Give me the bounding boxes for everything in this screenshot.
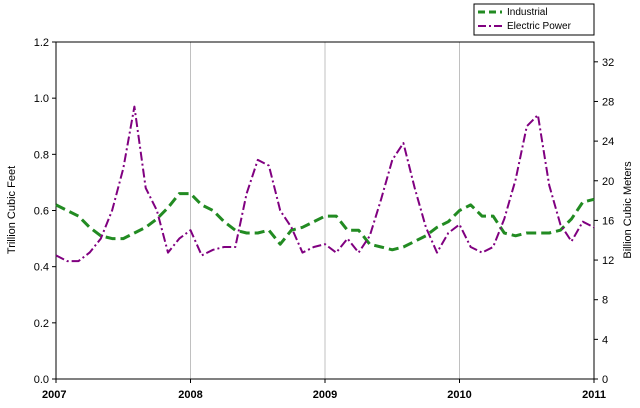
y-tick-label: 0.8 <box>34 149 49 161</box>
right-axis: 0 4 8 12 16 20 24 28 32 <box>594 57 614 386</box>
y2-tick-label: 0 <box>602 374 608 386</box>
legend: Industrial Electric Power <box>473 3 595 36</box>
y-tick-label: 0.2 <box>34 318 49 330</box>
y-tick-label: 1.0 <box>34 93 49 105</box>
series-line-electric-power <box>55 105 595 263</box>
x-tick-label: 2011 <box>582 389 606 401</box>
x-tick-label: 2010 <box>447 389 471 401</box>
x-tick-label: 2008 <box>178 389 202 401</box>
y2-tick-label: 28 <box>602 96 614 108</box>
y-tick-label: 0.4 <box>34 262 49 274</box>
left-axis: 0.0 0.2 0.4 0.6 0.8 1.0 1.2 <box>34 37 56 386</box>
y2-tick-label: 24 <box>602 136 614 148</box>
legend-label-industrial: Industrial <box>507 7 548 18</box>
y-tick-label: 0.6 <box>34 206 49 218</box>
x-tick-label: 2009 <box>313 389 337 401</box>
y2-tick-label: 8 <box>602 295 608 307</box>
legend-box <box>473 3 595 36</box>
y2-axis-label: Billion Cubic Meters <box>622 161 634 259</box>
y-axis-label: Trillion Cubic Feet <box>6 166 18 254</box>
y2-tick-label: 16 <box>602 215 614 227</box>
y2-tick-label: 32 <box>602 57 614 69</box>
y2-tick-label: 4 <box>602 334 608 346</box>
y-tick-label: 1.2 <box>34 37 49 49</box>
series-line-industrial <box>55 192 595 252</box>
y-tick-label: 0.0 <box>34 374 49 386</box>
x-axis: 2007 2008 2009 2010 2011 <box>42 379 606 401</box>
y2-tick-label: 20 <box>602 176 614 188</box>
x-tick-label: 2007 <box>42 389 66 401</box>
legend-label-electric-power: Electric Power <box>507 21 572 32</box>
y2-tick-label: 12 <box>602 255 614 267</box>
series-layer <box>55 105 595 263</box>
